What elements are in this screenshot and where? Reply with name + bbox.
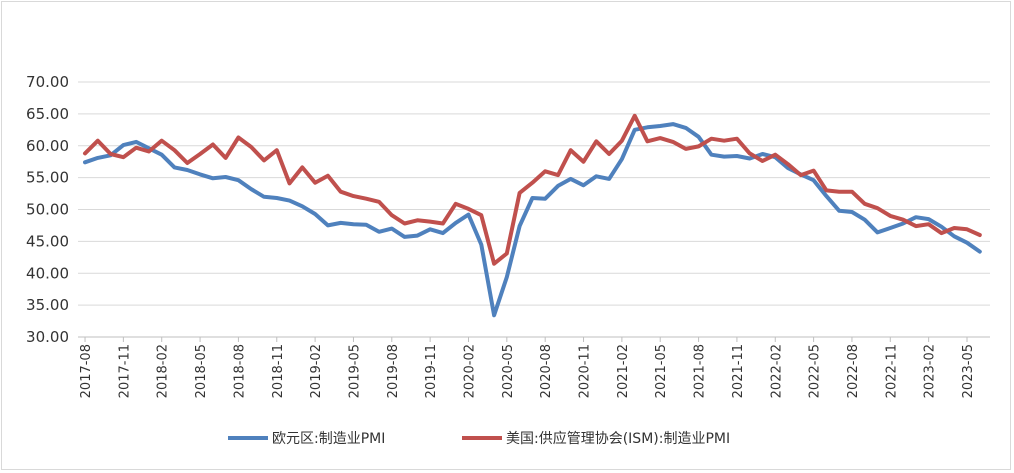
x-tick-label: 2023-05 <box>961 344 976 398</box>
x-tick-label: 2018-05 <box>194 344 209 398</box>
y-tick-label: 60.00 <box>26 137 69 155</box>
y-tick-label: 55.00 <box>26 169 69 187</box>
x-tick-label: 2023-02 <box>923 344 938 398</box>
x-tick-label: 2020-02 <box>462 344 477 398</box>
legend: 欧元区:制造业PMI 美国:供应管理协会(ISM):制造业PMI <box>228 430 730 447</box>
x-tick-label: 2019-11 <box>424 344 439 398</box>
legend-label: 欧元区:制造业PMI <box>272 431 385 447</box>
x-tick-label: 2020-11 <box>578 344 593 398</box>
y-tick-label: 35.00 <box>26 296 69 314</box>
x-tick-label: 2022-05 <box>808 344 823 398</box>
x-tick-label: 2018-11 <box>271 344 286 398</box>
x-axis-ticks: 2017-08 2017-11 2018-02 2018-05 2018-08 2018-… <box>79 344 976 398</box>
y-tick-label: 50.00 <box>26 201 69 219</box>
x-tick-label: 2019-08 <box>386 344 401 398</box>
y-tick-label: 70.00 <box>26 73 69 91</box>
y-axis-ticks: 30.00 35.00 40.00 45.00 50.00 55.00 60.00 65.00… <box>26 73 69 346</box>
x-tick-label: 2018-02 <box>156 344 171 398</box>
x-tick-label: 2019-02 <box>309 344 324 398</box>
y-tick-label: 40.00 <box>26 264 69 282</box>
x-tick-label: 2021-08 <box>693 344 708 398</box>
x-tick-label: 2020-05 <box>501 344 516 398</box>
x-tick-label: 2017-11 <box>117 344 132 398</box>
x-tick-label: 2022-08 <box>846 344 861 398</box>
series-line-2 <box>83 113 982 266</box>
x-tick-label: 2017-08 <box>79 344 94 398</box>
x-tick-label: 2021-02 <box>616 344 631 398</box>
x-tick-label: 2019-05 <box>347 344 362 398</box>
y-tick-label: 30.00 <box>26 328 69 346</box>
x-tick-label: 2022-02 <box>769 344 784 398</box>
y-tick-label: 45.00 <box>26 232 69 250</box>
x-tick-label: 2018-08 <box>232 344 247 398</box>
x-tick-label: 2021-11 <box>731 344 746 398</box>
x-axis <box>78 336 990 342</box>
x-tick-label: 2021-05 <box>654 344 669 398</box>
series-line-1 <box>83 122 982 318</box>
series-lines <box>83 113 982 318</box>
x-tick-label: 2020-08 <box>539 344 554 398</box>
y-tick-label: 65.00 <box>26 105 69 123</box>
x-tick-label: 2022-11 <box>884 344 899 398</box>
legend-label: 美国:供应管理协会(ISM):制造业PMI <box>506 430 730 447</box>
